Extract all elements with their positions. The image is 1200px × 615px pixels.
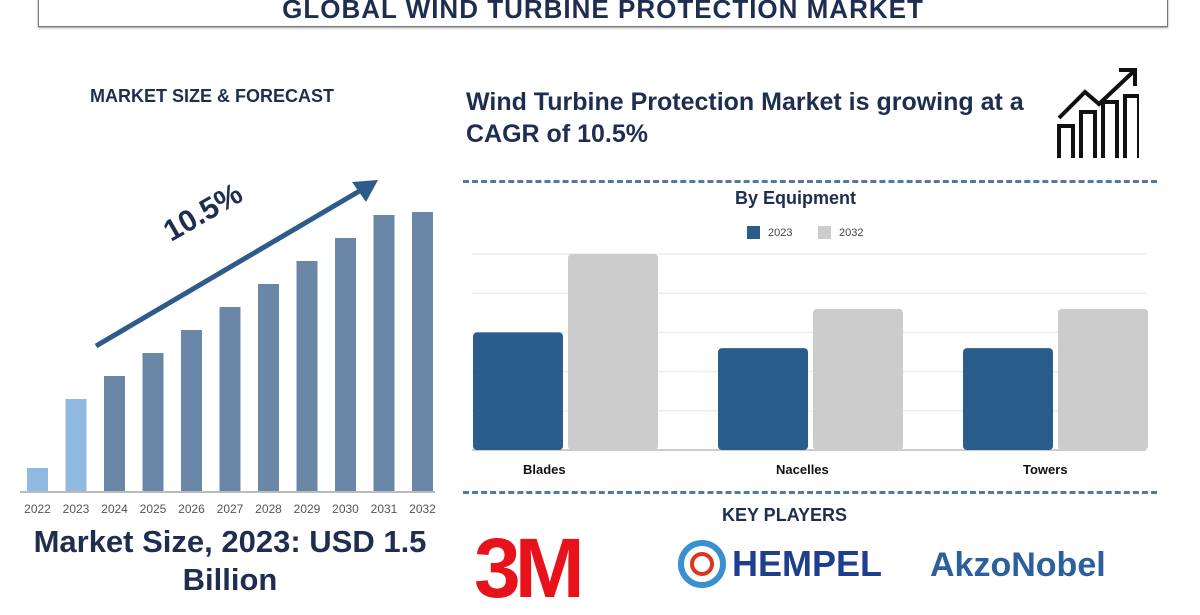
bar-nacelles-2032 — [813, 308, 903, 450]
title-banner: GLOBAL WIND TURBINE PROTECTION MARKET — [38, 0, 1168, 27]
category-label: Blades — [523, 462, 566, 477]
category-label: Nacelles — [776, 462, 829, 477]
hempel-logo-icon — [678, 540, 726, 588]
bar-2025 — [142, 353, 164, 491]
bar-blades-2023 — [473, 332, 563, 450]
bar-2022 — [27, 468, 48, 491]
legend-label: 2023 — [768, 226, 793, 239]
year-tick-label: 2032 — [409, 502, 436, 516]
year-tick-label: 2030 — [332, 502, 359, 516]
year-tick-label: 2026 — [178, 502, 205, 516]
arrow-head-icon — [352, 180, 378, 202]
market-size-heading: MARKET SIZE & FORECAST — [90, 86, 335, 106]
bar-blades-2032 — [568, 254, 658, 450]
year-tick-label: 2027 — [216, 502, 244, 516]
page-title: GLOBAL WIND TURBINE PROTECTION MARKET — [282, 0, 924, 24]
divider — [463, 180, 1157, 183]
bar-2032 — [412, 212, 433, 491]
bar-towers-2023 — [963, 348, 1053, 450]
year-tick-label: 2025 — [139, 502, 167, 516]
market-size-text: Market Size, 2023: USD 1.5 Billion — [33, 524, 427, 597]
equipment-chart — [472, 253, 1148, 451]
trend-arrow — [94, 183, 370, 349]
legend-2023: 2023 — [747, 226, 792, 239]
year-tick-label: 2023 — [62, 502, 90, 516]
forecast-chart — [20, 180, 435, 493]
bar-towers-2032 — [1058, 308, 1148, 450]
logo-akzonobel: AkzoNobel — [930, 546, 1106, 584]
bar-nacelles-2023 — [718, 348, 808, 450]
year-tick-label: 2029 — [293, 502, 321, 516]
bar-2028 — [258, 284, 279, 491]
logo-3m: 3M — [474, 521, 585, 615]
bar-2027 — [219, 307, 241, 491]
legend-2032: 2032 — [818, 226, 863, 239]
bar-2023 — [65, 399, 87, 491]
bar-2024 — [104, 376, 125, 491]
divider — [463, 491, 1157, 494]
category-label: Towers — [1023, 462, 1068, 477]
legend-label: 2032 — [839, 226, 864, 239]
bar-2030 — [335, 238, 356, 491]
equipment-chart-title: By Equipment — [735, 188, 857, 208]
growth-chart-icon — [1057, 68, 1139, 158]
bar-2031 — [373, 215, 395, 491]
year-tick-label: 2028 — [255, 502, 282, 516]
bar-2026 — [181, 330, 202, 491]
cagr-headline: Wind Turbine Protection Market is growin… — [466, 88, 1024, 148]
year-tick-label: 2024 — [101, 502, 128, 516]
logo-hempel: HEMPEL — [732, 543, 883, 584]
bar-2029 — [296, 261, 318, 491]
year-tick-label: 2022 — [24, 502, 51, 516]
key-players-heading: KEY PLAYERS — [722, 505, 848, 525]
year-tick-label: 2031 — [370, 502, 398, 516]
